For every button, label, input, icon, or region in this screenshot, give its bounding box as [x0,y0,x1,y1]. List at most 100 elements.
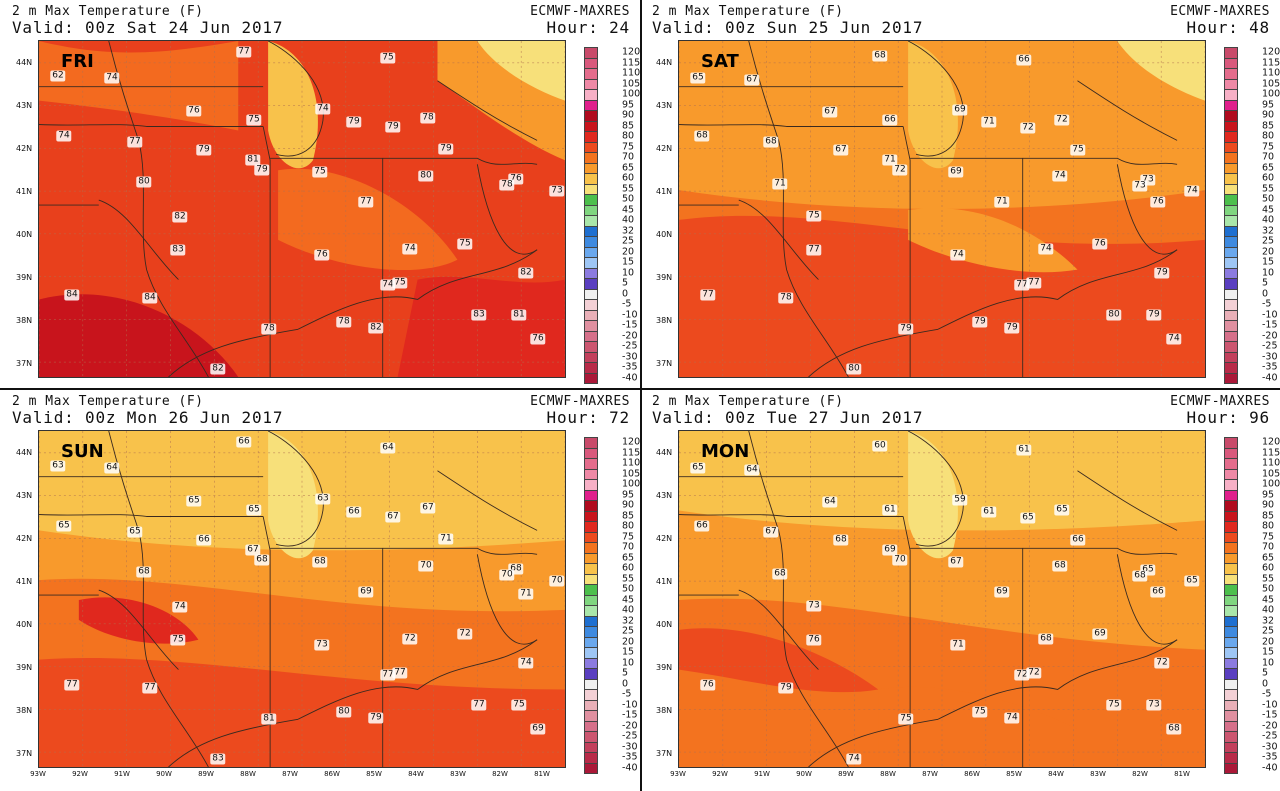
temperature-label: 72 [1020,122,1036,134]
colorbar-level-label: -25 [1262,730,1278,742]
temperature-label: 75 [457,238,473,250]
temperature-label: 78 [420,112,436,124]
colorbar-level-label: 55 [622,573,635,585]
temperature-label: 70 [499,569,515,581]
temperature-label: 75 [511,699,527,711]
temperature-label: 74 [172,601,188,613]
longitude-label: 86W [324,770,340,778]
temperature-label: 79 [196,144,212,156]
temperature-label: 75 [246,114,262,126]
colorbar-level-label: 120 [622,436,640,448]
temperature-label: 74 [950,249,966,261]
longitude-label: 81W [1174,770,1190,778]
latitude-label: 40N [16,230,33,239]
product-title: 2 m Max Temperature (F) [12,394,204,409]
temperature-label: 74 [380,279,396,291]
temperature-label: 67 [420,502,436,514]
temperature-label: 76 [186,105,202,117]
longitude-label: 88W [880,770,896,778]
temperature-label: 78 [336,316,352,328]
colorbar-level-label: 65 [622,162,635,174]
temperature-label: 84 [64,289,80,301]
temperature-label: 64 [104,462,120,474]
colorbar-level-label: 10 [622,657,635,669]
latitude-label: 37N [656,749,673,758]
colorbar-level-label: 40 [1262,214,1275,226]
colorbar-level-label: 32 [622,225,635,237]
longitude-label: 90W [796,770,812,778]
latitude-label: 40N [656,620,673,629]
colorbar-level-label: 50 [622,583,635,595]
latitude-label: 42N [656,534,673,543]
colorbar-level-label: -5 [1262,688,1272,700]
temperature-label: 77 [127,136,143,148]
temperature-label: 71 [981,116,997,128]
temperature-label: 82 [172,211,188,223]
temperature-label: 74 [518,657,534,669]
colorbar-level-label: 32 [622,615,635,627]
colorbar-level-label: 60 [622,172,635,184]
latitude-label: 37N [656,359,673,368]
valid-time: Valid: 00z Tue 27 Jun 2017 [652,408,924,427]
colorbar-top-arrow [584,431,598,437]
temperature-label: 73 [314,639,330,651]
longitude-label: 86W [964,770,980,778]
colorbar-level-label: -5 [622,688,632,700]
temperature-label: 63 [50,460,66,472]
colorbar-level-label: -35 [1262,751,1278,763]
colorbar-level-label: 45 [622,204,635,216]
latitude-label: 44N [656,448,673,457]
temperature-label: 77 [471,699,487,711]
temperature-label: 69 [530,723,546,735]
temperature-label: 77 [142,682,158,694]
colorbar-level-label: 75 [1262,531,1275,543]
day-label: MON [701,441,750,462]
temperature-label: 68 [136,566,152,578]
colorbar-level-label: 85 [622,510,635,522]
colorbar-level-label: 95 [622,489,635,501]
latitude-label: 41N [16,187,33,196]
colorbar-level-label: 32 [1262,615,1275,627]
colorbar-level-label: 115 [1262,57,1280,69]
temperature-label: 79 [368,712,384,724]
colorbar-level-label: 5 [1262,667,1269,679]
temperature-label: 74 [1184,185,1200,197]
temperature-label: 68 [833,534,849,546]
colorbar-level-label: -15 [622,319,638,331]
colorbar-level-label: 40 [622,604,635,616]
temperature-label: 77 [380,669,396,681]
temperature-label: 66 [1016,54,1032,66]
colorbar-level-label: -40 [622,762,638,774]
colorbar-level-label: 120 [622,46,640,58]
temperature-label: 74 [1004,712,1020,724]
colorbar-level-label: 115 [622,447,640,459]
colorbar-level-label: 115 [622,57,640,69]
temperature-label: 81 [261,713,277,725]
temperature-label: 66 [1070,534,1086,546]
colorbar-level-label: 20 [622,246,635,258]
colorbar-level-label: 32 [1262,225,1275,237]
latitude-label: 39N [16,273,33,282]
temperature-label: 62 [50,70,66,82]
temperature-label: 66 [196,534,212,546]
temperature-label: 72 [1014,669,1030,681]
temperature-label: 76 [530,333,546,345]
temperature-label: 81 [511,309,527,321]
temperature-label: 67 [744,74,760,86]
temperature-label: 80 [1106,309,1122,321]
colorbar-level-label: 110 [1262,457,1280,469]
temperature-label: 79 [346,116,362,128]
colorbar-level-label: 5 [1262,277,1269,289]
colorbar-level-label: 25 [1262,625,1275,637]
colorbar-level-label: 15 [1262,646,1275,658]
colorbar-level-label: -5 [622,298,632,310]
temperature-label: 68 [763,136,779,148]
longitude-label: 92W [712,770,728,778]
colorbar-swatch [1224,372,1238,384]
longitude-label: 82W [1132,770,1148,778]
colorbar-level-label: 15 [622,646,635,658]
colorbar-level-label: -40 [1262,372,1278,384]
forecast-hour: Hour: 72 [546,408,630,427]
temperature-label: 65 [56,520,72,532]
colorbar-level-label: -30 [1262,351,1278,363]
